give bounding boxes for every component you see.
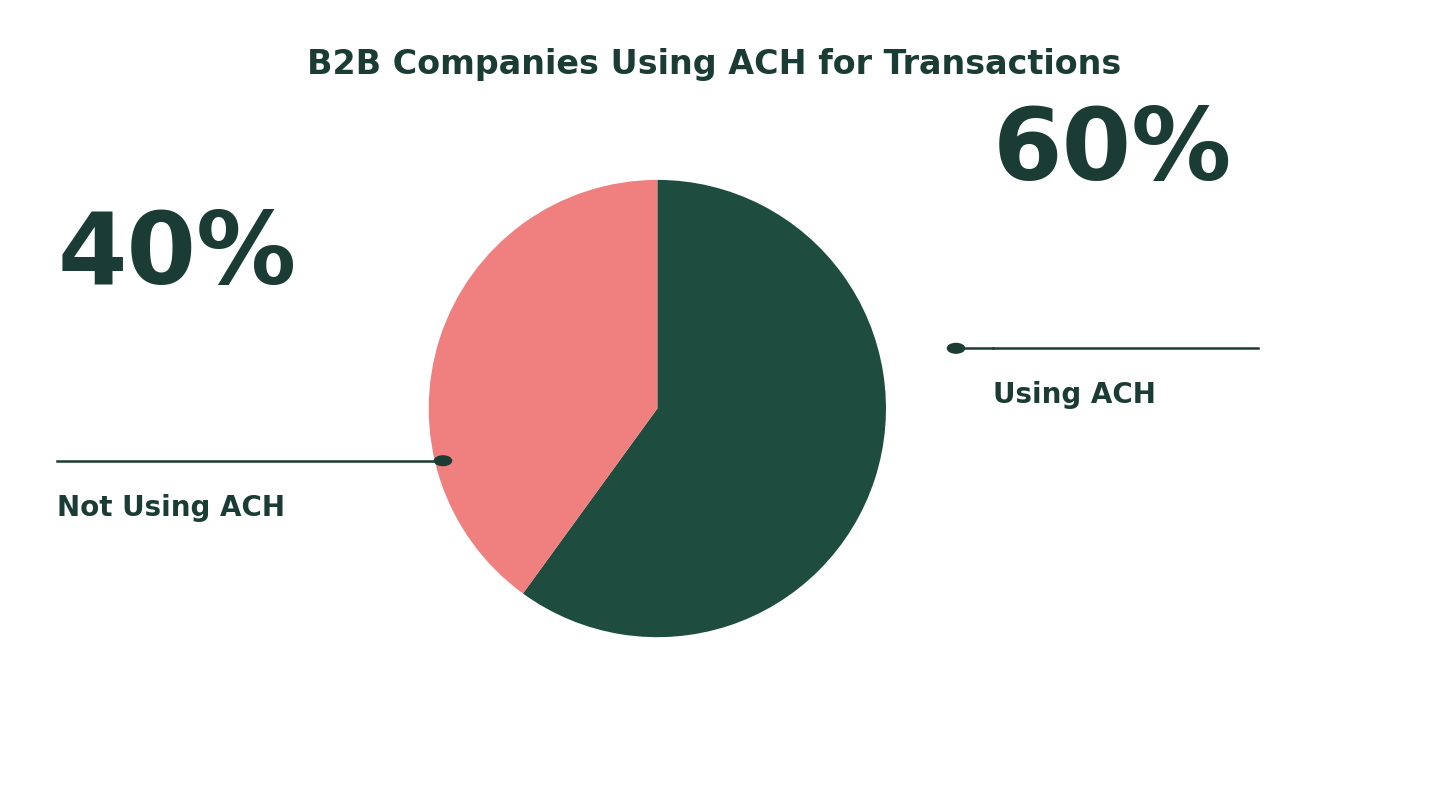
- Wedge shape: [429, 180, 657, 593]
- Text: Not Using ACH: Not Using ACH: [57, 493, 286, 521]
- Text: B2B Companies Using ACH for Transactions: B2B Companies Using ACH for Transactions: [307, 48, 1122, 81]
- Wedge shape: [523, 180, 886, 638]
- Text: 40%: 40%: [57, 208, 296, 305]
- Text: 60%: 60%: [993, 103, 1232, 200]
- Text: Using ACH: Using ACH: [993, 381, 1156, 409]
